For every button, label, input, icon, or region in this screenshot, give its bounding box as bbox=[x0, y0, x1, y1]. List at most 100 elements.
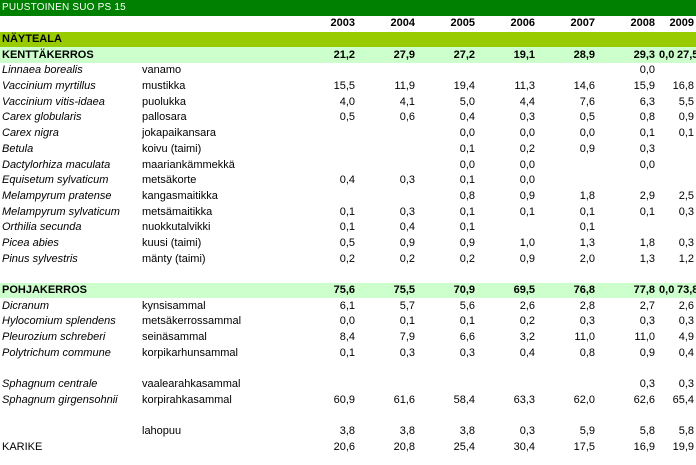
litter-row: KARIKE 20,6 20,8 25,4 30,4 17,5 16,9 19,9 bbox=[0, 440, 696, 456]
species-row: Carex globularis pallosara 0,5 0,6 0,4 0,3 0,5… bbox=[0, 110, 696, 126]
blank-cell bbox=[0, 267, 696, 283]
value-cell: 61,6 bbox=[393, 393, 416, 406]
species-row: Melampyrum sylvaticum metsämaitikka 0,1 0,3… bbox=[0, 204, 696, 220]
year-header: 2007 bbox=[570, 17, 596, 30]
total-cell: 69,5 bbox=[477, 282, 538, 299]
value-cell: 0,5 bbox=[339, 111, 356, 124]
latin-name: Dicranum bbox=[2, 299, 50, 312]
sheet-title: PUUSTOINEN SUO PS 15 bbox=[0, 0, 696, 16]
value-cell: 5,8 bbox=[678, 425, 695, 438]
species-row: Linnaea borealis vanamo 0,0 bbox=[0, 63, 696, 79]
value-cell: 0,1 bbox=[459, 205, 476, 218]
value-cell: 0,3 bbox=[639, 315, 656, 328]
value-cell: 0,3 bbox=[519, 425, 536, 438]
value-cell: 0,1 bbox=[399, 315, 416, 328]
value-cell: 0,4 bbox=[459, 111, 476, 124]
value-cell: 0,1 bbox=[339, 221, 356, 234]
value-cell: 62,6 bbox=[633, 393, 656, 406]
value-cell: 5,7 bbox=[399, 299, 416, 312]
total-cell: 27,9 bbox=[357, 47, 418, 64]
value-cell: 0,4 bbox=[678, 346, 695, 359]
value-cell: 0,5 bbox=[579, 111, 596, 124]
value-cell: 11,3 bbox=[514, 80, 536, 93]
value-cell: 0,2 bbox=[519, 142, 536, 155]
finnish-name: mustikka bbox=[142, 80, 186, 93]
finnish-name: puolukka bbox=[142, 95, 187, 108]
value-cell: 0,9 bbox=[519, 252, 536, 265]
value-cell bbox=[657, 220, 696, 236]
layer-total-row: POHJAKERROS 75,6 75,5 70,9 69,5 76,8 77,8 0,0 73… bbox=[0, 282, 696, 299]
value-cell: 0,3 bbox=[579, 315, 596, 328]
value-cell: 2,6 bbox=[519, 299, 536, 312]
latin-name: Betula bbox=[2, 142, 34, 155]
value-cell bbox=[299, 377, 357, 393]
value-cell: 6,3 bbox=[639, 95, 656, 108]
value-cell: 0,0 bbox=[639, 64, 656, 77]
value-cell: 58,4 bbox=[453, 393, 476, 406]
value-cell: 0,4 bbox=[399, 221, 416, 234]
finnish-name: seinäsammal bbox=[142, 331, 207, 344]
species-row: Betula koivu (taimi) 0,1 0,2 0,9 0,3 bbox=[0, 142, 696, 158]
value-cell bbox=[357, 157, 417, 173]
value-cell: 0,2 bbox=[519, 315, 536, 328]
value-cell bbox=[597, 220, 657, 236]
value-cell: 60,9 bbox=[333, 393, 356, 406]
empty-cell bbox=[0, 424, 140, 440]
total-cell: 29,3 bbox=[597, 47, 658, 64]
value-cell: 0,1 bbox=[459, 315, 476, 328]
finnish-name: vanamo bbox=[142, 64, 182, 77]
latin-name: Vaccinium myrtillus bbox=[2, 80, 96, 93]
latin-name: Vaccinium vitis-idaea bbox=[2, 95, 105, 108]
latin-name: Melampyrum pratense bbox=[2, 189, 112, 202]
value-cell bbox=[299, 142, 357, 158]
total-cell: 21,2 bbox=[299, 47, 358, 64]
value-cell: 5,0 bbox=[459, 95, 476, 108]
value-cell bbox=[357, 189, 417, 205]
value-cell bbox=[357, 377, 417, 393]
deadwood-row: lahopuu 3,8 3,8 3,8 0,3 5,9 5,8 5,8 bbox=[0, 424, 696, 440]
value-cell: 0,3 bbox=[399, 205, 416, 218]
latin-name: Linnaea borealis bbox=[2, 64, 83, 77]
value-cell bbox=[357, 142, 417, 158]
species-row: Melampyrum pratense kangasmaitikka 0,8 0,9 1… bbox=[0, 189, 696, 205]
value-cell: 4,9 bbox=[678, 331, 695, 344]
value-cell: 11,0 bbox=[634, 331, 656, 344]
section-label: NÄYTEALA bbox=[0, 31, 696, 48]
blank-row bbox=[0, 267, 696, 283]
value-cell: 0,1 bbox=[459, 221, 476, 234]
year-header: 2008 bbox=[630, 17, 656, 30]
species-row: Pleurozium schreberi seinäsammal 8,4 7,9 6,6… bbox=[0, 330, 696, 346]
latin-name: Hylocomium splendens bbox=[2, 315, 116, 328]
value-cell: 3,2 bbox=[519, 331, 536, 344]
value-cell: 5,6 bbox=[459, 299, 476, 312]
total-cell: 76,8 bbox=[537, 282, 598, 299]
finnish-name: metsäkerrossammal bbox=[142, 315, 242, 328]
latin-name: Carex globularis bbox=[2, 111, 82, 124]
value-cell: 0,0 bbox=[459, 158, 476, 171]
value-cell: 0,1 bbox=[459, 174, 476, 187]
value-cell: 0,3 bbox=[678, 236, 695, 249]
section-row: NÄYTEALA bbox=[0, 31, 696, 48]
value-cell: 6,1 bbox=[339, 299, 356, 312]
value-cell: 0,0 bbox=[639, 158, 656, 171]
total-cell: 73,8 bbox=[675, 282, 696, 299]
latin-name: Dactylorhiza maculata bbox=[2, 158, 111, 171]
value-cell bbox=[537, 377, 597, 393]
value-cell: 0,1 bbox=[519, 205, 536, 218]
value-cell: 2,0 bbox=[579, 252, 596, 265]
year-header: 2004 bbox=[390, 17, 416, 30]
value-cell: 0,1 bbox=[339, 346, 356, 359]
value-cell: 0,3 bbox=[678, 378, 695, 391]
species-row: Sphagnum centrale vaalearahkasammal 0,3 0,3 bbox=[0, 377, 696, 393]
total-cell: 70,9 bbox=[417, 282, 478, 299]
value-cell bbox=[477, 377, 537, 393]
value-cell: 0,3 bbox=[639, 378, 656, 391]
finnish-name: nuokkutalvikki bbox=[142, 221, 211, 234]
value-cell: 2,9 bbox=[639, 189, 656, 202]
latin-name: Sphagnum centrale bbox=[2, 378, 98, 391]
value-cell: 7,9 bbox=[399, 331, 416, 344]
value-cell: 3,8 bbox=[399, 425, 416, 438]
latin-name: Melampyrum sylvaticum bbox=[2, 205, 120, 218]
value-cell bbox=[597, 173, 657, 189]
value-cell: 0,9 bbox=[459, 236, 476, 249]
